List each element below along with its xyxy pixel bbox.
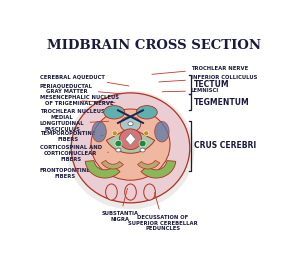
Ellipse shape [106,184,117,200]
Circle shape [112,131,117,136]
Circle shape [119,129,142,150]
Text: TEMPOROPONTINE
FIBERS: TEMPOROPONTINE FIBERS [40,131,103,142]
Ellipse shape [140,148,145,152]
Ellipse shape [116,148,121,152]
Text: TEGMENTUM: TEGMENTUM [194,97,250,107]
Ellipse shape [71,93,190,203]
Ellipse shape [144,184,155,200]
Wedge shape [106,127,155,153]
Text: TROCHLEAR NUCLEUS: TROCHLEAR NUCLEUS [40,109,111,114]
Circle shape [67,91,194,209]
Text: DECUSSATION OF
SUPERIOR CEREBELLAR
PEDUNCLES: DECUSSATION OF SUPERIOR CEREBELLAR PEDUN… [128,193,198,231]
Ellipse shape [128,122,133,126]
Ellipse shape [155,122,169,142]
Ellipse shape [136,106,157,119]
Text: SUBSTANTIA
NIGRA: SUBSTANTIA NIGRA [101,188,139,222]
Ellipse shape [92,122,106,142]
Circle shape [139,140,146,147]
Text: FRONTOPONTINE
FIBERS: FRONTOPONTINE FIBERS [40,168,108,179]
Text: PERIAQUEDUCTAL
GRAY MATTER: PERIAQUEDUCTAL GRAY MATTER [40,84,121,94]
Text: MIDBRAIN CROSS SECTION: MIDBRAIN CROSS SECTION [47,39,261,52]
Text: INFERIOR COLLICULUS: INFERIOR COLLICULUS [159,75,257,82]
Text: MESENCEPHALIC NUCLEUS
OF TRIGEMINAL NERVE: MESENCEPHALIC NUCLEUS OF TRIGEMINAL NERV… [40,95,119,106]
Text: CEREBRAL AQUEDUCT: CEREBRAL AQUEDUCT [40,74,129,86]
Circle shape [115,140,122,147]
Ellipse shape [91,109,170,180]
Wedge shape [101,160,123,169]
Text: CORTICOSPINAL AND
CORTICONUCLEAR
FIBERS: CORTICOSPINAL AND CORTICONUCLEAR FIBERS [40,145,108,162]
Polygon shape [125,133,136,145]
Text: TECTUM: TECTUM [194,80,230,89]
Ellipse shape [125,184,136,200]
Text: MEDIAL
LONGITUDINAL
FASCICULUS: MEDIAL LONGITUDINAL FASCICULUS [40,115,109,132]
Ellipse shape [120,116,141,132]
Wedge shape [85,161,120,178]
Text: LEMNISCI: LEMNISCI [162,88,219,93]
Wedge shape [141,161,176,178]
Wedge shape [138,160,160,169]
Text: CRUS CEREBRI: CRUS CEREBRI [194,141,256,150]
Ellipse shape [104,106,125,119]
Text: TROCHLEAR NERVE: TROCHLEAR NERVE [152,66,248,74]
Circle shape [144,131,149,136]
